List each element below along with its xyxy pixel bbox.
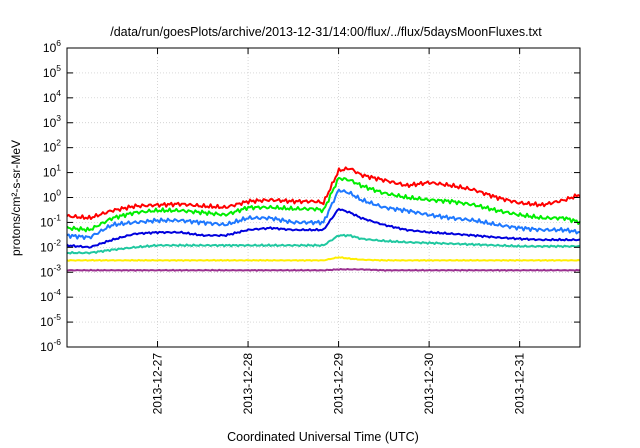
y-axis-label-group: protons/cm²-s-sr-MeV	[9, 140, 23, 256]
y-tick-exponent: -1	[53, 212, 61, 222]
series-line	[66, 233, 581, 255]
y-tick-exponent: 5	[56, 63, 61, 73]
series-line	[66, 166, 581, 220]
y-tick-exponent: -3	[53, 262, 61, 272]
x-axis-label: Coordinated Universal Time (UTC)	[227, 430, 419, 444]
x-tick-label: 2013-12-27	[151, 353, 165, 415]
y-tick-exponent: 0	[56, 188, 61, 198]
x-tick-label: 2013-12-29	[332, 353, 346, 415]
y-tick-exponent: 3	[56, 113, 61, 123]
x-axis: 2013-12-27 2013-12-28 2013-12-29 2013-12-30…	[151, 48, 527, 414]
y-axis-label: protons/cm²-s-sr-MeV	[9, 140, 23, 256]
series-line	[66, 256, 581, 262]
y-tick-exponent: 2	[56, 138, 61, 148]
x-tick-label: 2013-12-28	[241, 353, 255, 415]
x-tick-label: 2013-12-31	[513, 353, 527, 415]
series-group	[66, 166, 581, 272]
y-tick-exponent: 1	[56, 163, 61, 173]
series-line	[66, 268, 581, 272]
y-tick-exponent: -2	[53, 237, 61, 247]
y-tick-exponent: 4	[56, 88, 61, 98]
y-tick-exponent: -6	[53, 337, 61, 347]
y-tick-exponent: 6	[56, 38, 61, 48]
chart-title: /data/run/goesPlots/archive/2013-12-31/1…	[110, 25, 542, 39]
series-line	[66, 176, 581, 233]
grid	[67, 48, 580, 347]
x-tick-label: 2013-12-30	[422, 353, 436, 415]
y-tick-exponent: -4	[53, 287, 61, 297]
y-tick-exponent: -5	[53, 312, 61, 322]
series-line	[66, 188, 581, 240]
series-line	[66, 208, 581, 249]
